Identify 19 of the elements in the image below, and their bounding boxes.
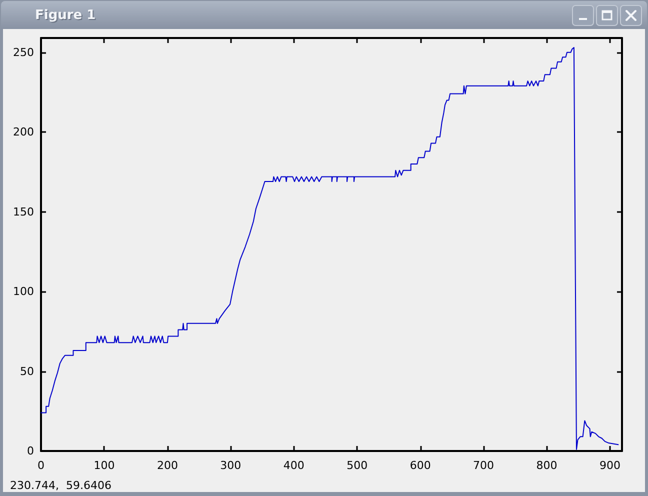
x-tick-label: 600: [410, 459, 431, 472]
y-tick-label: 100: [13, 285, 34, 298]
x-tick-label: 900: [599, 459, 620, 472]
chart-title: Figure 1: [35, 7, 96, 25]
text: 230.744, 59.6406: [10, 479, 112, 492]
line-series: [40, 47, 619, 450]
y-tick-label: 0: [27, 444, 34, 458]
y-tick-label: 250: [13, 46, 34, 59]
x-tick-label: 800: [536, 459, 558, 472]
y-tick-label: 200: [13, 126, 34, 139]
x-tick-label: 500: [346, 459, 368, 472]
y-tick-label: 50: [20, 364, 34, 378]
x-tick-label: 200: [156, 459, 178, 472]
x-tick-label: 700: [473, 459, 494, 472]
x-tick-label: 0: [38, 459, 44, 472]
x-tick-label: 100: [94, 459, 115, 472]
x-tick-label: 300: [220, 459, 242, 472]
y-tick-label: 150: [13, 205, 34, 218]
x-tick-label: 400: [283, 459, 304, 472]
